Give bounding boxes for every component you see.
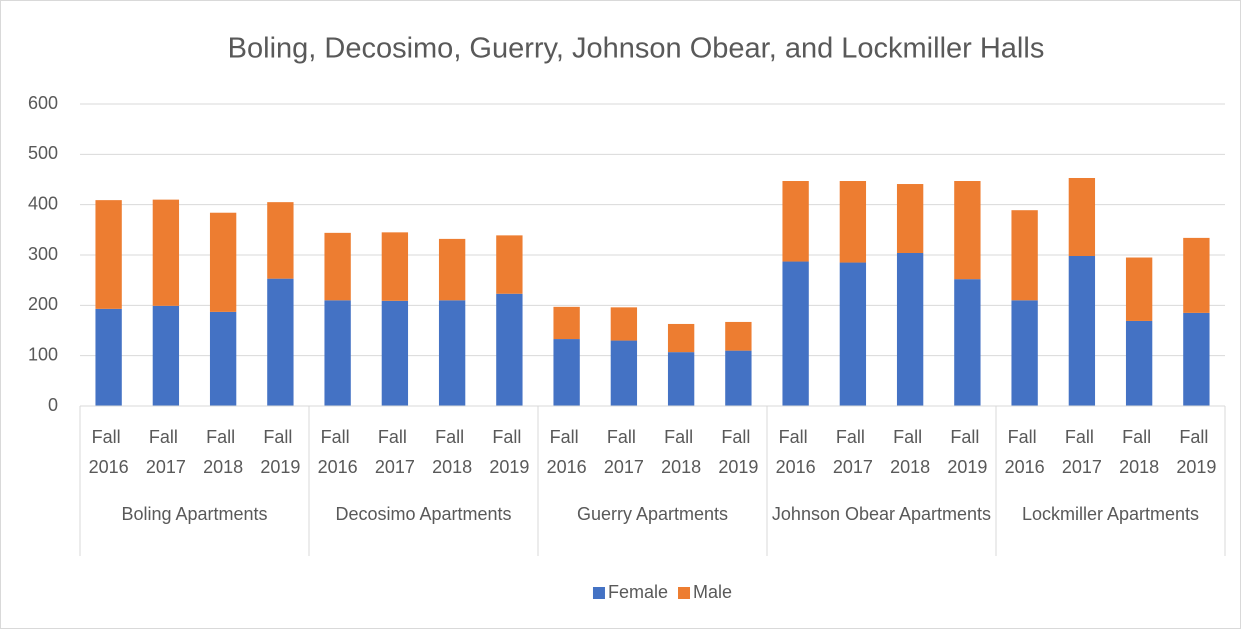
x-tick-label: Fall 2018 bbox=[203, 427, 243, 477]
bar-segment bbox=[381, 232, 409, 301]
bar-segment bbox=[896, 252, 924, 406]
bar-segment bbox=[324, 232, 351, 301]
y-tick-label: 200 bbox=[28, 294, 58, 314]
bar-segment bbox=[267, 278, 294, 406]
bar-segment bbox=[1183, 237, 1210, 313]
bar-segment bbox=[553, 306, 580, 340]
x-tick-label: Fall 2018 bbox=[432, 427, 472, 477]
x-tick-label: Fall 2016 bbox=[547, 427, 587, 477]
bar-segment bbox=[667, 352, 695, 406]
x-tick-label: Fall 2018 bbox=[661, 427, 701, 477]
bar-segment bbox=[95, 308, 122, 406]
bar-segment bbox=[782, 181, 809, 262]
bar-segment bbox=[209, 212, 237, 312]
x-tick-label: Fall 2019 bbox=[260, 427, 300, 477]
bar-segment bbox=[896, 184, 924, 253]
x-tick-label: Fall 2016 bbox=[776, 427, 816, 477]
x-tick-label: Fall 2019 bbox=[1176, 427, 1216, 477]
x-tick-label: Fall 2019 bbox=[718, 427, 758, 477]
bar-segment bbox=[438, 238, 466, 301]
y-tick-label: 600 bbox=[28, 93, 58, 113]
bar-segment bbox=[152, 199, 180, 306]
legend-item: Female bbox=[592, 582, 668, 602]
bar-segment bbox=[152, 305, 180, 406]
x-tick-label: Fall 2017 bbox=[604, 427, 644, 477]
bar-segment bbox=[496, 235, 523, 294]
bar-segment bbox=[782, 261, 809, 406]
bar-segment bbox=[496, 293, 523, 406]
bar-segment bbox=[1068, 256, 1096, 406]
group-label: Decosimo Apartments bbox=[335, 504, 511, 524]
bar-segment bbox=[667, 323, 695, 353]
bar-segment bbox=[267, 202, 294, 279]
legend-swatch bbox=[592, 587, 605, 599]
x-tick-label: Fall 2018 bbox=[1119, 427, 1159, 477]
x-tick-label: Fall 2017 bbox=[146, 427, 186, 477]
bar-segment bbox=[1125, 320, 1153, 406]
bar-segment bbox=[95, 200, 122, 309]
bar-segment bbox=[610, 307, 638, 341]
y-tick-label: 100 bbox=[28, 344, 58, 364]
bar-segment bbox=[954, 279, 981, 406]
x-tick-label: Fall 2016 bbox=[89, 427, 129, 477]
y-tick-label: 300 bbox=[28, 244, 58, 264]
legend-swatch bbox=[678, 587, 691, 599]
x-tick-label: Fall 2019 bbox=[489, 427, 529, 477]
y-tick-label: 0 bbox=[48, 395, 58, 415]
bar-segment bbox=[1068, 177, 1096, 257]
bar-segment bbox=[1011, 210, 1038, 301]
group-label: Boling Apartments bbox=[121, 504, 267, 524]
bar-segment bbox=[725, 321, 752, 351]
x-tick-label: Fall 2017 bbox=[375, 427, 415, 477]
bar-segment bbox=[209, 311, 237, 406]
x-tick-label: Fall 2016 bbox=[1005, 427, 1045, 477]
bar-segment bbox=[839, 262, 867, 406]
bar-segment bbox=[1183, 312, 1210, 406]
bar-segment bbox=[324, 300, 351, 406]
x-tick-label: Fall 2017 bbox=[833, 427, 873, 477]
group-label: Guerry Apartments bbox=[577, 504, 728, 524]
bar-segment bbox=[839, 181, 867, 263]
group-label: Johnson Obear Apartments bbox=[772, 504, 991, 524]
chart-title: Boling, Decosimo, Guerry, Johnson Obear,… bbox=[228, 33, 1045, 65]
x-tick-label: Fall 2019 bbox=[947, 427, 987, 477]
legend-item: Male bbox=[678, 582, 732, 602]
bar-segment bbox=[553, 339, 580, 406]
x-tick-label: Fall 2016 bbox=[318, 427, 358, 477]
legend-label: Male bbox=[693, 582, 732, 602]
bar-segment bbox=[1125, 257, 1153, 321]
x-tick-label: Fall 2018 bbox=[890, 427, 930, 477]
y-tick-label: 500 bbox=[28, 143, 58, 163]
bar-segment bbox=[725, 350, 752, 406]
bar-segment bbox=[381, 300, 409, 406]
x-tick-label: Fall 2017 bbox=[1062, 427, 1102, 477]
group-label: Lockmiller Apartments bbox=[1022, 504, 1199, 524]
bar-segment bbox=[610, 340, 638, 406]
legend-label: Female bbox=[608, 582, 668, 602]
bar-segment bbox=[1011, 300, 1038, 406]
bar-segment bbox=[438, 300, 466, 406]
y-tick-label: 400 bbox=[28, 193, 58, 213]
bar-segment bbox=[954, 181, 981, 280]
